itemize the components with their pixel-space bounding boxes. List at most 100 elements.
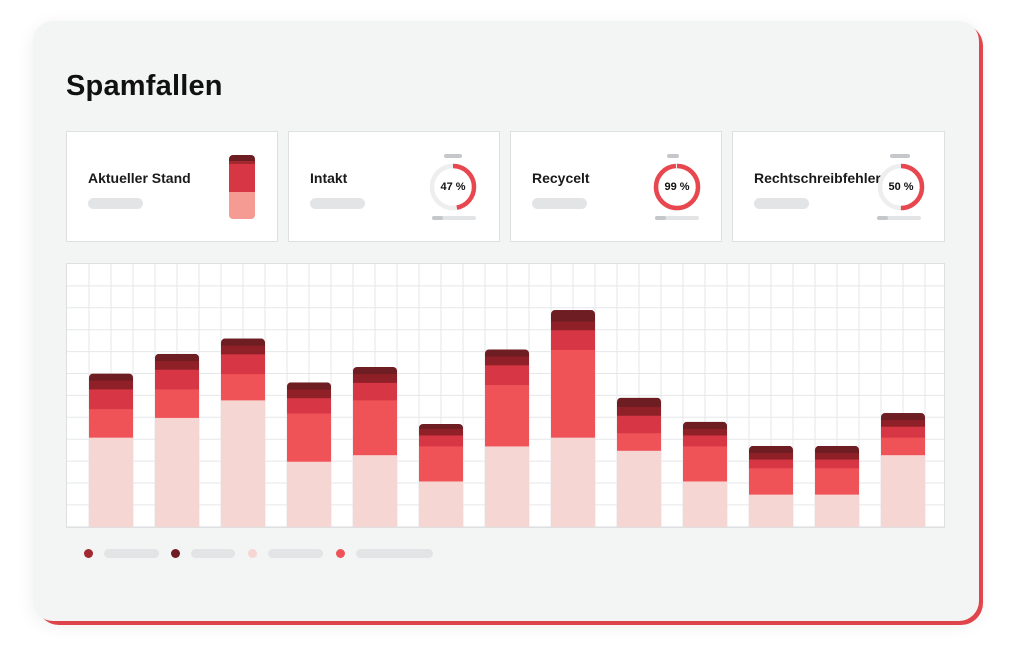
bar-segment-2[interactable] — [155, 388, 199, 418]
bar-segment-4[interactable] — [551, 320, 595, 331]
bar-segment-3[interactable] — [419, 434, 463, 447]
bar-segment-5[interactable] — [353, 367, 397, 375]
page-title: Spamfallen — [66, 70, 223, 102]
ring-bottom-bar — [655, 216, 699, 220]
bar-stack-4[interactable] — [287, 382, 331, 528]
bar-stack-3[interactable] — [221, 338, 265, 528]
bar-segment-2[interactable] — [419, 445, 463, 482]
bar-segment-4[interactable] — [221, 345, 265, 355]
bar-segment-2[interactable] — [353, 399, 397, 456]
bar-segment-5[interactable] — [155, 353, 199, 361]
bar-segment-4[interactable] — [617, 406, 661, 416]
bar-segment-5[interactable] — [287, 382, 331, 390]
bar-segment-1[interactable] — [155, 417, 199, 528]
bar-stack-6[interactable] — [419, 423, 463, 528]
stat-card-recycled[interactable]: Recycelt 99 % — [510, 131, 722, 242]
bar-stack-11[interactable] — [749, 445, 793, 528]
bar-segment-4[interactable] — [419, 428, 463, 436]
bar-stack-13[interactable] — [881, 413, 925, 528]
stacked-bar-chart — [66, 263, 945, 528]
bar-segment-5[interactable] — [419, 423, 463, 429]
legend-swatch — [336, 549, 345, 558]
bar-segment-2[interactable] — [683, 445, 727, 482]
bar-segment-3[interactable] — [155, 369, 199, 390]
bar-segment-2[interactable] — [551, 349, 595, 438]
bar-segment-5[interactable] — [617, 397, 661, 407]
ring-top-marker — [890, 154, 910, 158]
ring-bottom-bar — [432, 216, 476, 220]
bar-stack-7[interactable] — [485, 349, 529, 528]
bar-segment-5[interactable] — [221, 338, 265, 346]
bar-segment-1[interactable] — [221, 399, 265, 528]
bar-segment-3[interactable] — [221, 353, 265, 375]
stat-label: Aktueller Stand — [88, 170, 191, 186]
bar-segment-3[interactable] — [749, 459, 793, 469]
ring-top-marker — [444, 154, 462, 158]
bar-segment-2[interactable] — [749, 467, 793, 495]
bar-segment-5[interactable] — [89, 373, 133, 381]
bar-segment-2[interactable] — [287, 413, 331, 462]
bar-segment-1[interactable] — [683, 480, 727, 528]
bar-segment-3[interactable] — [485, 364, 529, 386]
bar-segment-5[interactable] — [485, 349, 529, 357]
bar-segment-4[interactable] — [287, 388, 331, 399]
bar-segment-2[interactable] — [815, 467, 859, 495]
bar-segment-3[interactable] — [353, 382, 397, 401]
legend-swatch — [248, 549, 257, 558]
stacked-bar-icon — [229, 155, 255, 219]
bar-segment-2[interactable] — [617, 432, 661, 451]
ring-bottom-bar — [877, 216, 921, 220]
bar-segment-1[interactable] — [617, 450, 661, 528]
stat-card-spelling-errors[interactable]: Rechtschreibfehler 50 % — [732, 131, 945, 242]
bar-segment-4[interactable] — [881, 419, 925, 427]
bar-segment-3[interactable] — [287, 397, 331, 414]
bar-segment-1[interactable] — [551, 437, 595, 528]
bar-segment-1[interactable] — [881, 454, 925, 528]
bar-segment-1[interactable] — [485, 445, 529, 528]
bar-segment-1[interactable] — [749, 494, 793, 528]
bar-stack-2[interactable] — [155, 353, 199, 528]
bar-segment-4[interactable] — [89, 380, 133, 390]
bar-segment-3[interactable] — [551, 329, 595, 350]
bar-segment-3[interactable] — [617, 415, 661, 434]
legend-label-placeholder — [356, 549, 433, 558]
ring-percent-text: 99 % — [664, 181, 690, 193]
bar-segment-1[interactable] — [815, 494, 859, 528]
bar-segment-3[interactable] — [683, 434, 727, 447]
bar-segment-4[interactable] — [683, 428, 727, 436]
bar-stack-8[interactable] — [551, 310, 595, 528]
stat-card-current[interactable]: Aktueller Stand — [66, 131, 278, 242]
stat-card-intact[interactable]: Intakt 47 % — [288, 131, 500, 242]
bar-segment-5[interactable] — [749, 445, 793, 453]
bar-segment-1[interactable] — [287, 461, 331, 528]
bar-segment-4[interactable] — [749, 452, 793, 460]
bar-segment-1[interactable] — [419, 480, 463, 528]
bar-segment-5[interactable] — [881, 413, 925, 421]
bar-segment-3[interactable] — [89, 388, 133, 410]
bar-segment-5[interactable] — [551, 310, 595, 322]
bar-segment-4[interactable] — [155, 360, 199, 370]
bar-segment-2[interactable] — [221, 373, 265, 401]
bar-segment-2[interactable] — [485, 384, 529, 447]
legend-label-placeholder — [268, 549, 323, 558]
bar-segment-2[interactable] — [881, 437, 925, 456]
bar-segment-1[interactable] — [89, 437, 133, 528]
progress-ring — [653, 163, 701, 211]
bar-segment-3[interactable] — [815, 459, 859, 469]
bar-segment-5[interactable] — [815, 445, 859, 453]
bar-segment-4[interactable] — [815, 452, 859, 460]
progress-ring — [877, 163, 925, 211]
placeholder-pill — [310, 198, 365, 209]
bar-segment-1[interactable] — [353, 454, 397, 528]
bar-stack-9[interactable] — [617, 397, 661, 528]
bar-stack-1[interactable] — [89, 373, 133, 528]
bar-stack-12[interactable] — [815, 445, 859, 528]
bar-segment-2[interactable] — [89, 408, 133, 438]
bar-segment-4[interactable] — [353, 373, 397, 383]
bar-segment-4[interactable] — [485, 356, 529, 366]
bar-segment-3[interactable] — [881, 426, 925, 438]
bar-stack-5[interactable] — [353, 367, 397, 528]
ring-percent-text: 47 % — [440, 181, 466, 193]
bar-segment-5[interactable] — [683, 421, 727, 429]
bar-stack-10[interactable] — [683, 421, 727, 528]
